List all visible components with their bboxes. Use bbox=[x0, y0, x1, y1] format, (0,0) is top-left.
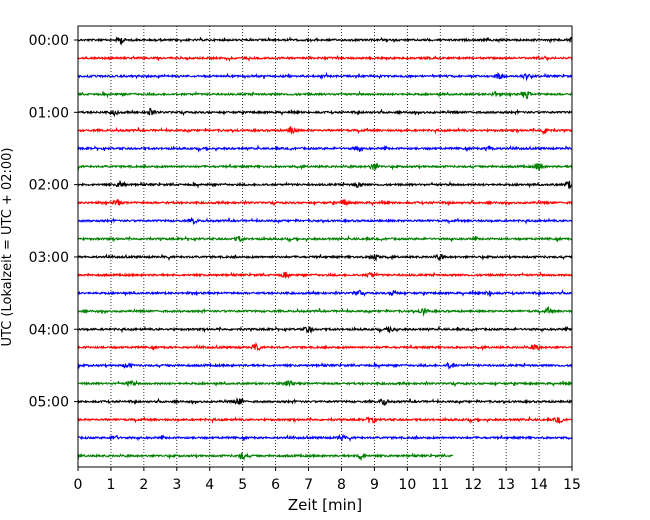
trace-0115 bbox=[77, 126, 573, 136]
plot-frame bbox=[77, 25, 573, 468]
y-tick-label: 02:00 bbox=[29, 178, 69, 194]
x-tick-label: 10 bbox=[398, 477, 416, 493]
trace-0545 bbox=[77, 452, 454, 462]
trace-0100 bbox=[77, 107, 573, 118]
trace-0330 bbox=[77, 289, 573, 298]
trace-0415 bbox=[77, 341, 573, 352]
trace-0400 bbox=[77, 325, 573, 334]
x-tick-label: 2 bbox=[139, 477, 148, 493]
trace-0315 bbox=[77, 271, 573, 279]
trace-0045 bbox=[77, 90, 573, 100]
x-tick-label: 14 bbox=[530, 477, 548, 493]
trace-0430 bbox=[77, 361, 573, 370]
x-tick-label: 5 bbox=[238, 477, 247, 493]
y-tick-label: 04:00 bbox=[29, 322, 69, 338]
trace-0300 bbox=[77, 253, 573, 262]
trace-0530 bbox=[77, 433, 573, 442]
trace-0445 bbox=[77, 379, 573, 388]
y-tick-label: 00:00 bbox=[29, 33, 69, 49]
trace-0515 bbox=[77, 415, 573, 425]
x-tick-label: 7 bbox=[304, 477, 313, 493]
y-tick-label: 03:00 bbox=[29, 250, 69, 266]
trace-0215 bbox=[77, 198, 573, 207]
x-tick-label: 6 bbox=[271, 477, 280, 493]
x-tick-label: 12 bbox=[464, 477, 482, 493]
x-tick-label: 4 bbox=[205, 477, 214, 493]
trace-0230 bbox=[77, 216, 573, 226]
x-tick-label: 1 bbox=[106, 477, 115, 493]
trace-0030 bbox=[77, 71, 573, 82]
x-tick-label: 0 bbox=[74, 477, 83, 493]
x-tick-label: 15 bbox=[563, 477, 581, 493]
y-tick-label: 05:00 bbox=[29, 395, 69, 411]
x-axis-label: Zeit [min] bbox=[288, 496, 362, 514]
y-axis-ticks: 00:00 01:00 02:00 03:00 04:00 05:00 bbox=[29, 33, 78, 411]
x-tick-label: 8 bbox=[337, 477, 346, 493]
x-axis-ticks: 0 1 2 3 4 5 6 7 8 9 10 11 12 13 14 15 bbox=[74, 467, 581, 493]
trace-0000 bbox=[77, 36, 573, 46]
x-tick-label: 13 bbox=[497, 477, 515, 493]
trace-0145 bbox=[77, 162, 573, 171]
trace-0015 bbox=[77, 54, 573, 63]
x-tick-label: 11 bbox=[431, 477, 449, 493]
trace-0200 bbox=[77, 180, 573, 189]
trace-0345 bbox=[77, 305, 573, 318]
trace-0500 bbox=[77, 397, 573, 406]
y-tick-label: 01:00 bbox=[29, 105, 69, 121]
y-axis-label: UTC (Lokalzeit = UTC + 02:00) bbox=[0, 148, 15, 347]
trace-0130 bbox=[77, 144, 573, 153]
seismogram-traces bbox=[77, 36, 573, 462]
trace-0245 bbox=[77, 234, 573, 244]
x-tick-label: 3 bbox=[172, 477, 181, 493]
x-tick-label: 9 bbox=[370, 477, 379, 493]
